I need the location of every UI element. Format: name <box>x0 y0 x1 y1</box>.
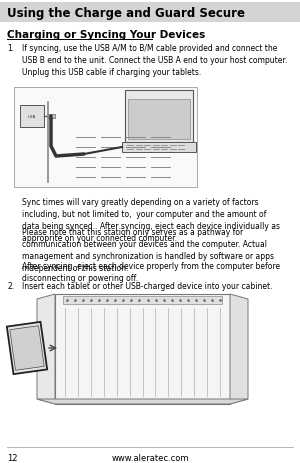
Bar <box>128 100 190 140</box>
Polygon shape <box>7 322 47 374</box>
Polygon shape <box>10 326 44 370</box>
Text: 2.: 2. <box>7 282 14 290</box>
Text: If syncing, use the USB A/M to B/M cable provided and connect the
USB B end to t: If syncing, use the USB A/M to B/M cable… <box>22 44 287 77</box>
Text: Please note that this station only serves as a pathway for
communication between: Please note that this station only serve… <box>22 227 274 273</box>
Text: USB: USB <box>28 115 36 119</box>
Bar <box>63 296 222 304</box>
Polygon shape <box>230 294 248 404</box>
Bar <box>122 143 196 153</box>
Bar <box>125 91 193 143</box>
Bar <box>55 294 230 404</box>
Text: 1.: 1. <box>7 44 14 53</box>
Text: After syncing, eject each device properly from the computer before
disconnecting: After syncing, eject each device properl… <box>22 262 280 282</box>
Text: Sync times will vary greatly depending on a variety of factors
including, but no: Sync times will vary greatly depending o… <box>22 198 280 243</box>
Text: www.aleratec.com: www.aleratec.com <box>111 453 189 462</box>
Bar <box>20 106 44 128</box>
Bar <box>48 115 55 119</box>
Text: 12: 12 <box>7 453 17 462</box>
Bar <box>0 3 300 23</box>
Bar <box>14 88 197 188</box>
Polygon shape <box>37 294 55 404</box>
Text: Charging or Syncing Your Devices: Charging or Syncing Your Devices <box>7 30 205 40</box>
Polygon shape <box>37 399 248 404</box>
Text: Insert each tablet or other USB-charged device into your cabinet.: Insert each tablet or other USB-charged … <box>22 282 272 290</box>
Text: Using the Charge and Guard Secure: Using the Charge and Guard Secure <box>7 6 245 19</box>
